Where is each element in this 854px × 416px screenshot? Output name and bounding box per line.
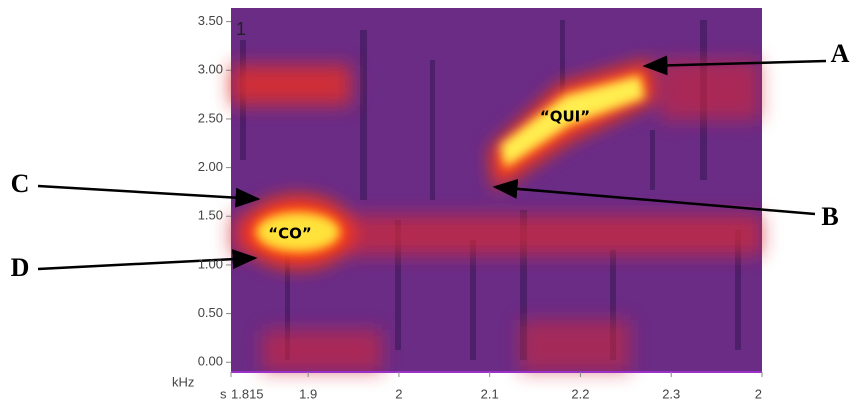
syllable-label: “CO” — [268, 225, 311, 243]
annotation: D — [11, 253, 30, 282]
x-unit: s — [220, 386, 227, 401]
spectrogram — [231, 8, 762, 373]
x-tick-label: 2 — [395, 386, 402, 401]
y-unit: kHz — [172, 374, 194, 389]
x-tick-label: 2 — [755, 386, 762, 401]
annotation: A — [831, 39, 850, 68]
channel-label: 1 — [236, 19, 246, 39]
energy-core — [256, 75, 645, 252]
y-tick-label: 3.50 — [198, 13, 223, 28]
x-tick-label: 1.9 — [299, 386, 317, 401]
x-tick-label: 2.2 — [571, 386, 589, 401]
arrows — [37, 55, 827, 271]
annotation: C — [11, 169, 30, 198]
x-tick-label: 1.815 — [231, 386, 264, 401]
y-tick-label: 1.00 — [198, 256, 223, 271]
y-tick-label: 3.00 — [198, 62, 223, 77]
y-tick-label: 1.50 — [198, 208, 223, 223]
y-tick-label: 0.50 — [198, 305, 223, 320]
x-tick-label: 2.1 — [481, 386, 499, 401]
annotation: B — [821, 202, 838, 231]
y-tick-label: 2.50 — [198, 110, 223, 125]
x-tick-label: 2.3 — [662, 386, 680, 401]
y-tick-label: 2.00 — [198, 159, 223, 174]
y-tick-label: 0.00 — [198, 354, 223, 369]
syllable-label: “QUI” — [540, 108, 590, 126]
